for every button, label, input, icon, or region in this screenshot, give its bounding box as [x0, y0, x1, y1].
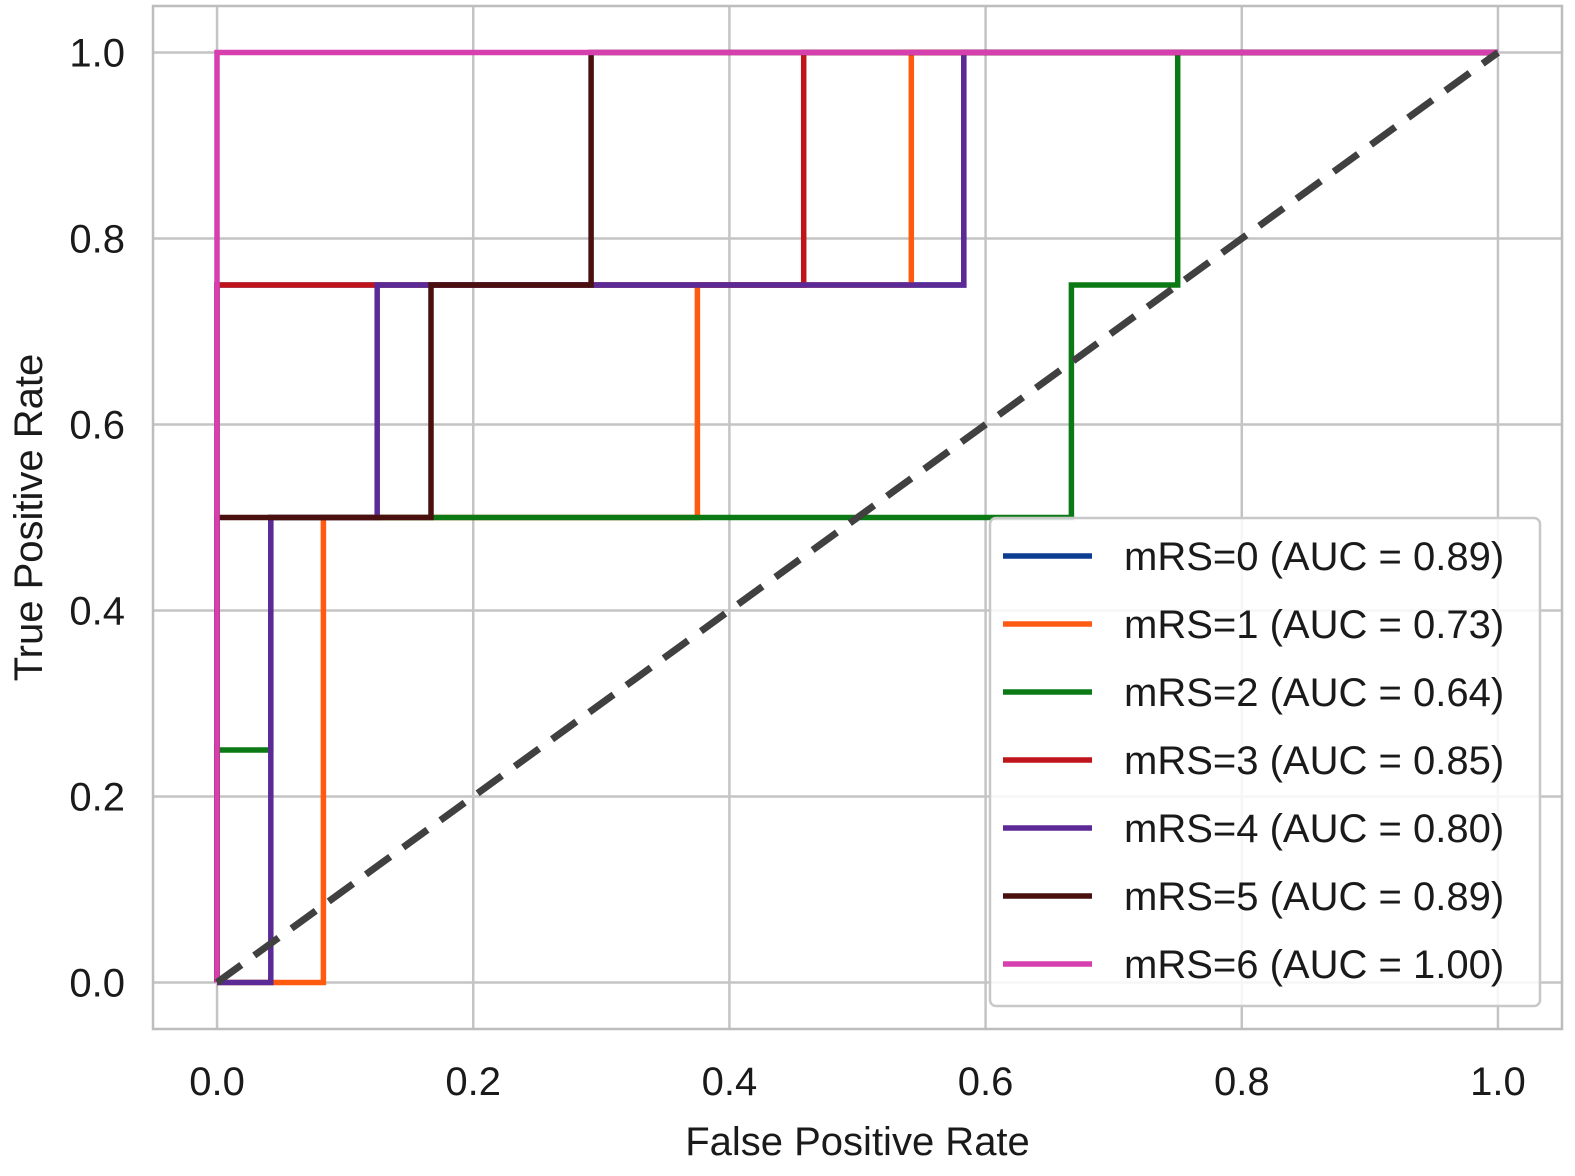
- x-tick-label-1: 0.2: [445, 1060, 501, 1104]
- roc-line-series-4: [217, 49, 1498, 986]
- legend-box: [988, 516, 1542, 1008]
- y-tick-label-4: 0.8: [69, 218, 125, 262]
- y-tick-label-2: 0.4: [69, 590, 125, 634]
- legend-item-1: mRS=1 (AUC = 0.73): [1003, 603, 1504, 647]
- roc-line-series-6: [214, 49, 1498, 983]
- legend-item-0: mRS=0 (AUC = 0.89): [1003, 535, 1504, 579]
- y-tick-label-5: 1.0: [69, 32, 125, 76]
- x-tick-label-4: 0.8: [1214, 1060, 1270, 1104]
- plot-frame: [151, 4, 1564, 1031]
- legend-item-4: mRS=4 (AUC = 0.80): [1003, 807, 1504, 851]
- x-tick-labels: 0.0 0.2 0.4 0.6 0.8 1.0: [189, 1060, 1526, 1104]
- x-tick-label-2: 0.4: [702, 1060, 758, 1104]
- legend-item-5: mRS=5 (AUC = 0.89): [1003, 875, 1504, 919]
- legend: mRS=0 (AUC = 0.89) mRS=1 (AUC = 0.73) mRS=…: [988, 516, 1542, 1008]
- legend-items: mRS=0 (AUC = 0.89) mRS=1 (AUC = 0.73) mRS=…: [1003, 535, 1504, 987]
- legend-label-1: mRS=1 (AUC = 0.73): [1124, 603, 1504, 647]
- legend-item-3: mRS=3 (AUC = 0.85): [1003, 739, 1504, 783]
- y-tick-label-3: 0.6: [69, 404, 125, 448]
- legend-label-5: mRS=5 (AUC = 0.89): [1124, 875, 1504, 919]
- legend-item-6: mRS=6 (AUC = 1.00): [1003, 943, 1504, 987]
- x-tick-label-3: 0.6: [958, 1060, 1014, 1104]
- legend-item-2: mRS=2 (AUC = 0.64): [1003, 671, 1504, 715]
- x-tick-label-5: 1.0: [1470, 1060, 1526, 1104]
- y-tick-labels: 0.0 0.2 0.4 0.6 0.8 1.0: [69, 32, 125, 1006]
- legend-label-4: mRS=4 (AUC = 0.80): [1124, 807, 1504, 851]
- x-tick-label-0: 0.0: [189, 1060, 245, 1104]
- legend-label-0: mRS=0 (AUC = 0.89): [1124, 535, 1504, 579]
- chance-reference-line: [214, 49, 1501, 986]
- roc-line-series-1: [217, 49, 1498, 986]
- y-tick-label-0: 0.0: [69, 962, 125, 1006]
- legend-label-6: mRS=6 (AUC = 1.00): [1124, 943, 1504, 987]
- reference-layer: [214, 49, 1501, 986]
- legend-label-3: mRS=3 (AUC = 0.85): [1124, 739, 1504, 783]
- legend-label-2: mRS=2 (AUC = 0.64): [1124, 671, 1504, 715]
- y-tick-label-1: 0.2: [69, 776, 125, 820]
- y-axis-label: True Positive Rate: [7, 354, 51, 682]
- x-axis-label: False Positive Rate: [685, 1120, 1030, 1164]
